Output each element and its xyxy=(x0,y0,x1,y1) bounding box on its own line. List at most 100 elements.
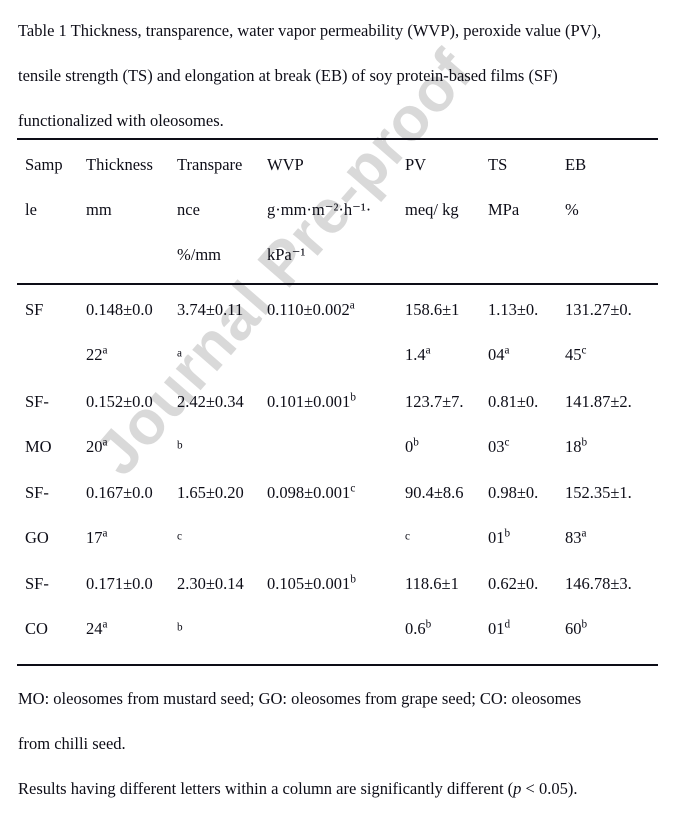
caption-line-1: Table 1 Thickness, transparence, water v… xyxy=(18,21,602,40)
cell-wvp: 0.110±0.002 xyxy=(267,300,350,319)
cell-wvp-superscript: b xyxy=(350,573,356,586)
footnote-2-suffix: < 0.05). xyxy=(521,779,578,798)
cell-transparence: 1.65±0.20 xyxy=(177,483,244,502)
cell-thickness-superscript: a xyxy=(102,436,108,449)
table-row: 03c xyxy=(488,437,509,457)
table-row: SF- xyxy=(25,574,49,594)
cell-pv: 158.6±1 xyxy=(405,300,460,319)
table-top-rule xyxy=(17,138,658,141)
header-wvp-line1: WVP xyxy=(267,155,304,174)
cell-ts-cont: 04 xyxy=(488,345,505,364)
table-row: 0.148±0.0 xyxy=(86,300,153,320)
cell-sample-cont: GO xyxy=(25,528,49,547)
cell-thickness: 0.148±0.0 xyxy=(86,300,153,319)
cell-pv-cont: 0.6 xyxy=(405,619,426,638)
cell-eb-superscript: c xyxy=(581,344,587,357)
table-row: SF- xyxy=(25,483,49,503)
table-row: c xyxy=(405,531,410,551)
table-row: 0.62±0. xyxy=(488,574,538,594)
cell-pv-cont: 0 xyxy=(405,437,414,456)
cell-eb-superscript: b xyxy=(581,618,588,631)
cell-pv-superscript: c xyxy=(405,530,410,543)
table-row: 17a xyxy=(86,528,107,548)
cell-wvp: 0.098±0.001 xyxy=(267,483,351,502)
cell-wvp-superscript: b xyxy=(350,391,356,404)
cell-ts-superscript: d xyxy=(504,618,511,631)
caption-line-2: tensile strength (TS) and elongation at … xyxy=(18,66,558,85)
cell-ts: 0.98±0. xyxy=(488,483,539,502)
header-thickness-line1: Thickness xyxy=(86,155,153,174)
cell-ts-superscript: c xyxy=(504,436,510,449)
cell-thickness-cont: 20 xyxy=(86,437,103,456)
table-row: b xyxy=(177,622,183,642)
cell-thickness-superscript: a xyxy=(102,344,108,357)
table-row: b xyxy=(177,440,183,460)
cell-transparence-superscript: c xyxy=(177,530,182,543)
header-ts-line1: TS xyxy=(488,155,508,174)
table-row: 1.4a xyxy=(405,345,431,365)
header-eb-line1: EB xyxy=(565,155,587,174)
table-row: 45c xyxy=(565,345,586,365)
table-row: 18b xyxy=(565,437,587,457)
table-bottom-rule xyxy=(17,664,658,666)
table-row: 1.13±0. xyxy=(488,300,538,320)
cell-thickness: 0.171±0.0 xyxy=(86,574,153,593)
table-row: 1.65±0.20 xyxy=(177,483,244,503)
table-header-rule xyxy=(17,283,658,285)
footnote-1-line-2: from chilli seed. xyxy=(18,734,126,753)
table-row: 0.101±0.001b xyxy=(267,392,356,412)
cell-ts-superscript: a xyxy=(504,344,510,357)
cell-transparence-superscript: a xyxy=(177,347,182,360)
cell-eb-cont: 18 xyxy=(565,437,582,456)
table-row: 158.6±1 xyxy=(405,300,459,320)
header-pv-line1: PV xyxy=(405,155,427,174)
cell-wvp: 0.105±0.001 xyxy=(267,574,351,593)
cell-sample-cont: MO xyxy=(25,437,52,456)
cell-eb-cont: 60 xyxy=(565,619,582,638)
cell-pv: 90.4±8.6 xyxy=(405,483,464,502)
cell-eb: 146.78±3. xyxy=(565,574,632,593)
table-row: 0.81±0. xyxy=(488,392,538,412)
cell-thickness-cont: 24 xyxy=(86,619,103,638)
table-row: 0.6b xyxy=(405,619,431,639)
table-row: CO xyxy=(25,619,48,639)
cell-thickness-cont: 17 xyxy=(86,528,103,547)
table-row: 0b xyxy=(405,437,419,457)
table-row: 118.6±1 xyxy=(405,574,459,594)
table-row: 2.42±0.34 xyxy=(177,392,244,412)
footnote-1-line-1: MO: oleosomes from mustard seed; GO: ole… xyxy=(18,689,582,708)
cell-thickness-cont: 22 xyxy=(86,345,103,364)
table-row: MO xyxy=(25,437,52,457)
table-row: 146.78±3. xyxy=(565,574,632,594)
cell-pv-cont: 1.4 xyxy=(405,345,426,364)
header-eb-line2: % xyxy=(565,200,579,219)
header-sample-line1: Samp xyxy=(25,155,63,174)
cell-sample: SF- xyxy=(25,483,49,502)
table-caption: Table 1 Thickness, transparence, water v… xyxy=(18,8,659,143)
cell-ts-cont: 01 xyxy=(488,619,505,638)
cell-transparence-superscript: b xyxy=(177,621,183,634)
cell-pv: 123.7±7. xyxy=(405,392,464,411)
table-row: 90.4±8.6 xyxy=(405,483,464,503)
cell-ts-superscript: b xyxy=(504,527,511,540)
header-thickness-line2: mm xyxy=(86,200,112,219)
cell-eb-superscript: b xyxy=(581,436,588,449)
cell-ts: 0.81±0. xyxy=(488,392,539,411)
cell-wvp-superscript: c xyxy=(350,482,356,495)
header-wvp-line3: kPa⁻¹ xyxy=(267,245,306,264)
table-row: 01d xyxy=(488,619,510,639)
table-row: 04a xyxy=(488,345,509,365)
cell-transparence: 3.74±0.11 xyxy=(177,300,244,319)
footnote-abbreviations: MO: oleosomes from mustard seed; GO: ole… xyxy=(18,676,659,766)
table-row: 0.105±0.001b xyxy=(267,574,356,594)
table-row: 2.30±0.14 xyxy=(177,574,244,594)
cell-ts-cont: 01 xyxy=(488,528,505,547)
cell-wvp: 0.101±0.001 xyxy=(267,392,351,411)
table-row: SF xyxy=(25,300,43,320)
cell-transparence-superscript: b xyxy=(177,439,183,452)
table-row: 83a xyxy=(565,528,586,548)
cell-eb-cont: 83 xyxy=(565,528,582,547)
table-row: GO xyxy=(25,528,49,548)
table-row: 01b xyxy=(488,528,510,548)
